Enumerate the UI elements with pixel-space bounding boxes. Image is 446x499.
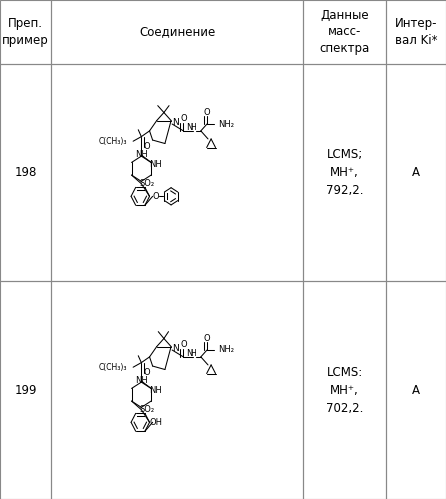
Text: OH: OH xyxy=(150,418,163,427)
Text: H: H xyxy=(190,349,195,358)
Text: A: A xyxy=(412,384,420,397)
Text: A: A xyxy=(412,166,420,179)
Text: NH: NH xyxy=(149,160,162,169)
Text: NH: NH xyxy=(135,151,148,160)
Text: O: O xyxy=(180,340,187,349)
Text: N: N xyxy=(172,118,178,127)
Text: SO₂: SO₂ xyxy=(140,179,155,188)
Text: N: N xyxy=(186,349,193,358)
Text: Данные
масс-
спектра: Данные масс- спектра xyxy=(319,9,370,55)
Text: H: H xyxy=(190,123,195,132)
Text: Соединение: Соединение xyxy=(139,25,215,38)
Text: NH₂: NH₂ xyxy=(218,119,234,129)
Text: LCMS;
MH⁺,
792,2.: LCMS; MH⁺, 792,2. xyxy=(326,148,363,197)
Text: 198: 198 xyxy=(14,166,37,179)
Text: NH: NH xyxy=(135,376,148,386)
Text: NH: NH xyxy=(149,386,162,395)
Text: O: O xyxy=(144,142,150,152)
Text: SO₂: SO₂ xyxy=(140,405,155,414)
Text: C(CH₃)₃: C(CH₃)₃ xyxy=(99,137,127,146)
Text: O: O xyxy=(153,192,160,201)
Text: 199: 199 xyxy=(14,384,37,397)
Text: O: O xyxy=(180,114,187,123)
Text: C(CH₃)₃: C(CH₃)₃ xyxy=(99,363,127,372)
Text: O: O xyxy=(204,334,211,343)
Text: O: O xyxy=(204,108,211,117)
Text: Интер-
вал Ki*: Интер- вал Ki* xyxy=(395,17,437,47)
Text: LCMS:
MH⁺,
702,2.: LCMS: MH⁺, 702,2. xyxy=(326,366,363,415)
Text: NH₂: NH₂ xyxy=(218,345,234,354)
Text: O: O xyxy=(144,368,150,377)
Text: Преп.
пример: Преп. пример xyxy=(2,17,49,47)
Text: N: N xyxy=(172,344,178,353)
Text: N: N xyxy=(186,123,193,132)
